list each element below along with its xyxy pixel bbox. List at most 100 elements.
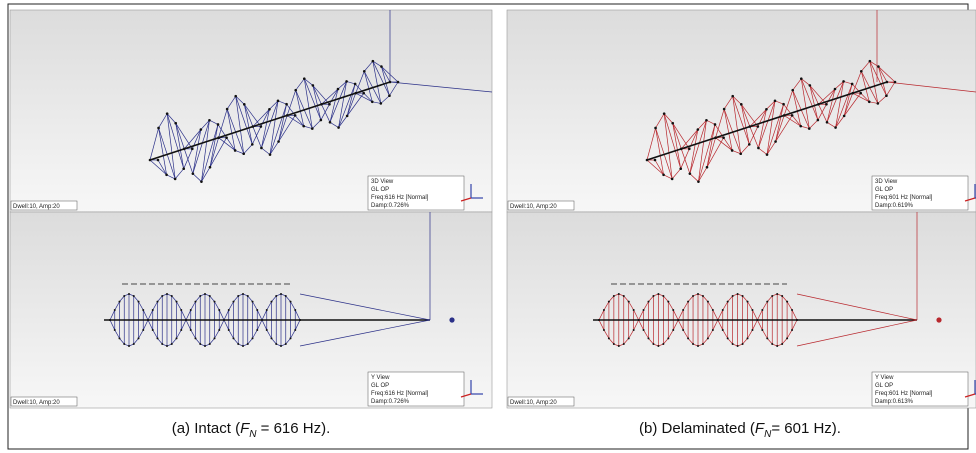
mesh-line	[861, 60, 871, 72]
mesh-node	[225, 136, 228, 140]
mesh-node	[227, 328, 230, 331]
mesh-line	[261, 109, 270, 149]
tip-node	[936, 317, 942, 323]
mesh-line	[190, 329, 196, 339]
mesh-node	[667, 337, 670, 340]
mesh-node	[721, 328, 724, 331]
mesh-line	[223, 319, 230, 331]
mesh-node	[612, 343, 615, 346]
mesh-line	[109, 309, 116, 321]
mesh-line	[218, 309, 225, 321]
mesh-node	[736, 293, 739, 295]
mesh-line	[346, 93, 357, 116]
mesh-node	[294, 328, 297, 331]
mesh-node	[746, 337, 749, 340]
mesh-node	[123, 294, 126, 297]
mesh-node	[302, 77, 306, 80]
mesh-line	[663, 113, 682, 169]
mesh-node	[289, 337, 292, 340]
mesh-node	[721, 309, 724, 312]
mesh-line	[312, 119, 322, 129]
mesh-line	[195, 338, 201, 345]
mesh-line	[147, 309, 154, 321]
mesh-line	[809, 85, 819, 121]
mesh-line	[119, 295, 125, 302]
mesh-line	[372, 61, 382, 104]
mesh-line	[389, 81, 493, 93]
mesh-node	[825, 102, 828, 106]
mesh-line	[698, 167, 708, 182]
mesh-node	[825, 120, 829, 124]
mesh-line	[767, 295, 773, 302]
mesh-line	[271, 338, 277, 345]
mesh-line	[278, 115, 296, 142]
mesh-line	[252, 301, 258, 311]
mesh-line	[752, 309, 758, 321]
mesh-node	[773, 99, 777, 103]
mesh-line	[826, 81, 844, 123]
mesh-line	[214, 329, 220, 339]
dwell-box	[507, 200, 575, 211]
mesh-line	[834, 81, 844, 90]
mesh-line	[372, 61, 390, 96]
mesh-node	[208, 118, 211, 122]
mesh-line	[740, 104, 750, 145]
mesh-node	[876, 102, 880, 105]
mesh-node	[362, 91, 366, 95]
mode-shape	[104, 212, 455, 347]
mesh-line	[372, 60, 382, 67]
mesh-node	[190, 147, 194, 151]
mesh-node	[156, 300, 159, 303]
mesh-line	[233, 338, 239, 345]
mesh-line	[138, 329, 144, 339]
mesh-line	[796, 319, 918, 347]
mesh-node	[328, 120, 332, 124]
mesh-line	[852, 71, 862, 94]
mesh-line	[723, 137, 733, 151]
mesh-line	[677, 319, 684, 331]
mesh-line	[800, 125, 810, 129]
mesh-node	[123, 343, 126, 346]
mesh-line	[741, 104, 759, 127]
mesh-line	[142, 309, 149, 321]
mesh-line	[757, 309, 763, 321]
mesh-line	[149, 127, 159, 161]
mesh-node	[161, 294, 164, 297]
mesh-node	[137, 300, 140, 303]
mesh-line	[380, 95, 390, 104]
mesh-node	[213, 300, 216, 303]
mesh-node	[711, 309, 714, 312]
mesh-line	[775, 115, 793, 142]
mesh-node	[234, 94, 238, 98]
mesh-line	[707, 329, 714, 339]
dwell-box	[10, 396, 78, 407]
mesh-node	[319, 118, 323, 122]
mesh-line	[321, 88, 339, 105]
mesh-line	[138, 301, 144, 311]
mesh-line	[800, 78, 819, 121]
mesh-line	[372, 101, 381, 104]
mesh-node	[834, 126, 837, 129]
mesh-node	[627, 300, 630, 303]
mesh-line	[247, 295, 253, 302]
mesh-node	[697, 293, 699, 295]
mesh-line	[687, 295, 694, 302]
mesh-node	[370, 100, 374, 104]
mesh-node	[791, 328, 794, 331]
mesh-node	[642, 328, 645, 331]
mesh-line	[843, 92, 861, 117]
mesh-line	[715, 137, 733, 151]
mesh-line	[672, 309, 679, 321]
mesh-line	[201, 124, 219, 182]
mesh-node	[850, 82, 854, 86]
mesh-node	[692, 343, 695, 346]
mesh-node	[799, 124, 803, 128]
info-line: 3D View	[875, 179, 898, 185]
mesh-node	[151, 309, 154, 312]
mesh-node	[706, 300, 709, 303]
mesh-line	[142, 319, 149, 331]
mesh-line	[869, 61, 879, 104]
mesh-line	[826, 88, 836, 123]
mesh-line	[682, 301, 689, 311]
